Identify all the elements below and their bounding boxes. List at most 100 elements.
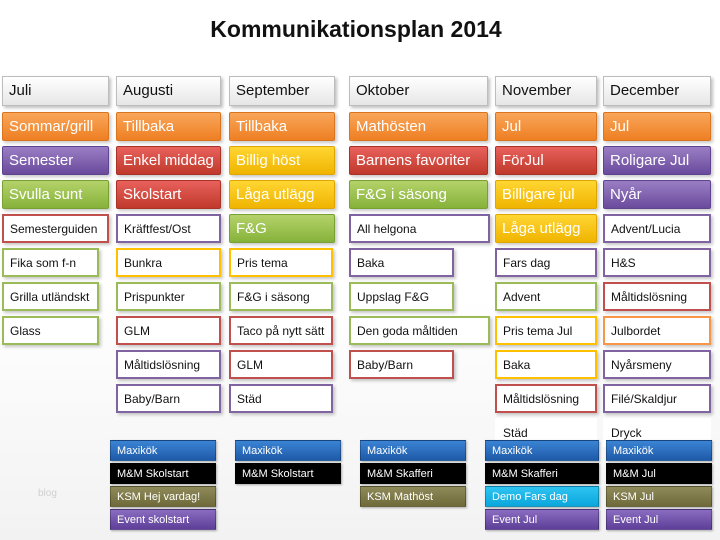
theme-block: Nyår <box>603 180 711 209</box>
theme-block: FörJul <box>495 146 597 175</box>
item-label: F&G i säsong <box>237 289 310 304</box>
item-label: Städ <box>503 425 528 440</box>
item-label: Pris tema <box>237 255 288 270</box>
activity-item: H&S <box>603 248 711 277</box>
item-label: Nyårsmeny <box>611 357 672 372</box>
month-header: December <box>603 76 711 106</box>
item-label: GLM <box>237 357 264 372</box>
channel-tag: M&M Skafferi <box>360 463 466 484</box>
item-label: Den goda måltiden <box>357 323 458 338</box>
item-label: Sommar/grill <box>9 118 94 135</box>
activity-item: Måltidslösning <box>116 350 221 379</box>
month-header: Oktober <box>349 76 488 106</box>
month-header: November <box>495 76 597 106</box>
channel-tag: KSM Hej vardag! <box>110 486 216 507</box>
activity-item: Baby/Barn <box>116 384 221 413</box>
item-label: Taco på nytt sätt <box>237 323 325 338</box>
item-label: Måltidslösning <box>503 391 580 406</box>
month-header: Juli <box>2 76 109 106</box>
channel-tag: Event Jul <box>606 509 712 530</box>
theme-block: Skolstart <box>116 180 221 209</box>
theme-block: Billig höst <box>229 146 335 175</box>
item-label: Barnens favoriter <box>356 152 471 169</box>
item-label: Semesterguiden <box>10 221 98 236</box>
item-label: Semester <box>9 152 74 169</box>
item-label: Måltidslösning <box>124 357 201 372</box>
item-label: Städ <box>237 391 262 406</box>
activity-item: Baka <box>349 248 454 277</box>
channel-tag: Maxikök <box>235 440 341 461</box>
item-label: Mathösten <box>356 118 427 135</box>
item-label: Baby/Barn <box>357 357 414 372</box>
item-label: Prispunkter <box>124 289 185 304</box>
item-label: Enkel middag <box>123 152 214 169</box>
item-label: Baka <box>503 357 531 372</box>
activity-item: Baby/Barn <box>349 350 454 379</box>
channel-tag: Maxikök <box>606 440 712 461</box>
activity-item: Advent/Lucia <box>603 214 711 243</box>
item-label: Advent <box>503 289 541 304</box>
item-label: Kräftfest/Ost <box>124 221 191 236</box>
channel-tag: Maxikök <box>110 440 216 461</box>
channel-tag: KSM Jul <box>606 486 712 507</box>
channel-tag: M&M Jul <box>606 463 712 484</box>
item-label: All helgona <box>357 221 417 236</box>
theme-block: Roligare Jul <box>603 146 711 175</box>
month-header: Augusti <box>116 76 221 106</box>
item-label: Julbordet <box>611 323 661 338</box>
item-label: Jul <box>610 118 630 135</box>
activity-item: Semesterguiden <box>2 214 109 243</box>
item-label: Grilla utländskt <box>10 289 90 304</box>
activity-item: GLM <box>229 350 333 379</box>
activity-item: Julbordet <box>603 316 711 345</box>
item-label: Fika som f-n <box>10 255 77 270</box>
activity-item: Kräftfest/Ost <box>116 214 221 243</box>
page-title: Kommunikationsplan 2014 <box>210 16 502 42</box>
month-column-1: Augusti Tillbaka Enkel middag Skolstart Kräf… <box>116 76 221 413</box>
item-label: Billigare jul <box>502 186 575 203</box>
channel-tag: M&M Skolstart <box>235 463 341 484</box>
activity-item: Pris tema <box>229 248 333 277</box>
month-column-5: December Jul Roligare Jul Nyår Advent/Lucia H… <box>603 76 711 447</box>
theme-block: Sommar/grill <box>2 112 109 141</box>
month-column-0: Juli Sommar/grill Semester Svulla sunt Semes… <box>2 76 109 345</box>
activity-item: Nyårsmeny <box>603 350 711 379</box>
channel-tag: KSM Mathöst <box>360 486 466 507</box>
month-column-2: September Tillbaka Billig höst Låga utlägg F… <box>229 76 335 413</box>
activity-item: Måltidslösning <box>495 384 597 413</box>
item-label: H&S <box>611 255 636 270</box>
month-header: September <box>229 76 335 106</box>
theme-block: Barnens favoriter <box>349 146 488 175</box>
theme-block: Jul <box>603 112 711 141</box>
theme-block: F&G <box>229 214 335 243</box>
activity-item: Baka <box>495 350 597 379</box>
theme-block: Semester <box>2 146 109 175</box>
channel-tag: Demo Fars dag <box>485 486 599 507</box>
watermark-text: blog <box>38 488 57 499</box>
channel-tag: M&M Skafferi <box>485 463 599 484</box>
item-label: Advent/Lucia <box>611 221 681 236</box>
item-label: F&G <box>236 220 267 237</box>
item-label: GLM <box>124 323 151 338</box>
activity-item: Fika som f-n <box>2 248 99 277</box>
activity-item: Den goda måltiden <box>349 316 490 345</box>
activity-item: GLM <box>116 316 221 345</box>
activity-item: Taco på nytt sätt <box>229 316 333 345</box>
activity-item: Fars dag <box>495 248 597 277</box>
item-label: Dryck <box>611 425 642 440</box>
item-label: Uppslag F&G <box>357 289 430 304</box>
activity-item: Advent <box>495 282 597 311</box>
activity-item: Grilla utländskt <box>2 282 99 311</box>
item-label: FörJul <box>502 152 544 169</box>
activity-item: F&G i säsong <box>229 282 333 311</box>
item-label: Pris tema Jul <box>503 323 573 338</box>
month-column-4: November Jul FörJul Billigare jul Låga utläg… <box>495 76 597 447</box>
item-label: Baby/Barn <box>124 391 181 406</box>
item-label: Filé/Skaldjur <box>611 391 678 406</box>
item-label: Låga utlägg <box>236 186 315 203</box>
item-label: Svulla sunt <box>9 186 83 203</box>
theme-block: Svulla sunt <box>2 180 109 209</box>
channel-tag: Maxikök <box>485 440 599 461</box>
theme-block: Låga utlägg <box>229 180 335 209</box>
channel-tag: Event skolstart <box>110 509 216 530</box>
